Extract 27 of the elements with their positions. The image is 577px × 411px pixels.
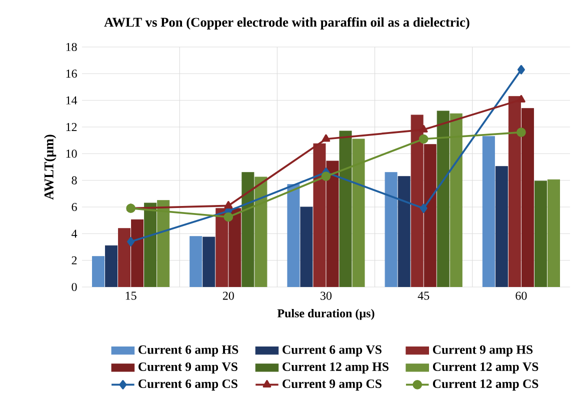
x-tick-label: 30 (320, 292, 332, 300)
y-axis-title: AWLT(µm) (44, 134, 56, 200)
y-tick-label: 16 (66, 70, 77, 78)
y-tick-label: 6 (72, 202, 77, 212)
legend-label: Current 12 amp VS (432, 362, 538, 374)
legend-label: Current 9 amp VS (138, 362, 238, 374)
y-tick-label: 4 (72, 230, 78, 238)
x-tick-label: 20 (222, 292, 234, 300)
y-tick-label: 10 (66, 150, 77, 158)
y-tick-label: 18 (66, 42, 77, 52)
legend-label: Current 6 amp VS (282, 345, 382, 356)
chart-title: AWLT vs Pon (Copper electrode with paraffin oil as a dielectric) (104, 17, 470, 30)
legend-label: Current 6 amp HS (138, 345, 238, 356)
x-tick-label: 60 (516, 292, 527, 300)
legend-label: Current 9 amp CS (282, 380, 382, 391)
y-tick-label: 12 (66, 123, 77, 131)
y-tick-label: 14 (66, 96, 78, 104)
x-tick-label: 45 (418, 292, 430, 300)
y-tick-label: 2 (72, 256, 77, 264)
legend-label: Current 6 amp CS (138, 380, 238, 391)
y-tick-label: 0 (72, 282, 77, 292)
y-tick-label: 8 (72, 176, 77, 184)
legend-label: Current 12 amp CS (432, 380, 538, 391)
legend-label: Current 12 amp HS (282, 362, 388, 374)
x-tick-label: 15 (126, 292, 136, 300)
legend-label: Current 9 amp HS (432, 345, 533, 356)
x-axis-title: Pulse duration (µs) (277, 308, 374, 320)
